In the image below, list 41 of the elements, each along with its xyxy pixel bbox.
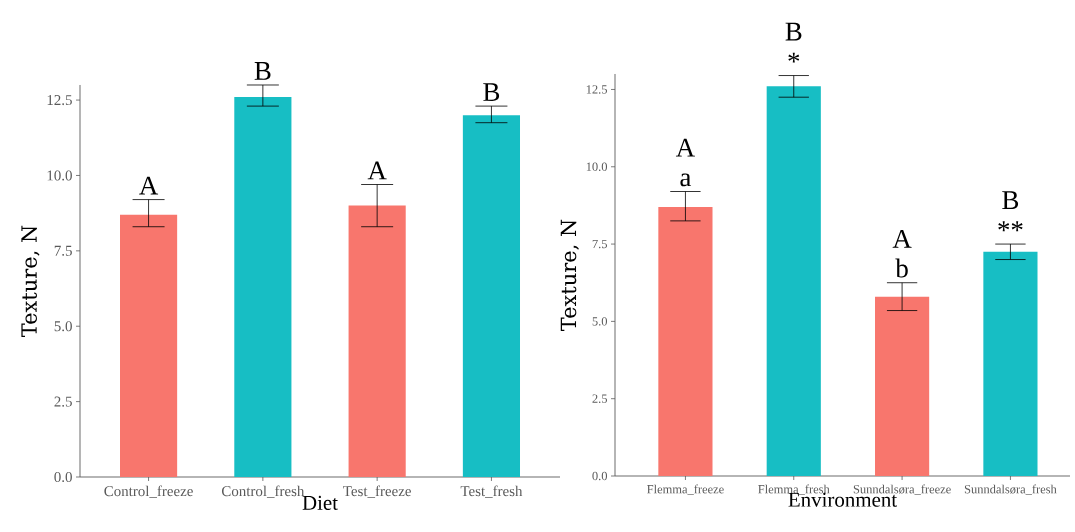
x-tick-label: Test_fresh <box>460 485 523 498</box>
annotation: ** <box>998 221 1023 232</box>
x-tick-label: Sunndalsøra_fresh <box>964 484 1057 495</box>
x-tick-label: Test_freeze <box>343 485 411 498</box>
bar <box>766 86 821 476</box>
y-tick-label: 12.5 <box>47 95 72 106</box>
annotation: B <box>483 83 500 101</box>
annotation: A <box>675 138 695 157</box>
bar <box>348 205 406 477</box>
bar <box>875 296 930 476</box>
y-tick-label: 10.0 <box>586 162 608 171</box>
annotation: a <box>680 173 692 187</box>
bar <box>983 251 1038 476</box>
x-tick-label: Control_freeze <box>104 485 193 498</box>
bar <box>120 214 178 477</box>
x-tick-label: Control_fresh <box>221 485 305 498</box>
y-tick-label: 5.0 <box>54 321 72 332</box>
y-tick-label: 5.0 <box>592 317 608 326</box>
annotation: B <box>254 62 271 80</box>
bar <box>462 115 520 477</box>
y-tick-label: 7.5 <box>54 245 72 256</box>
annotation: A <box>892 229 912 248</box>
bar <box>234 97 292 477</box>
y-axis-title: Texture, N <box>21 225 40 337</box>
y-tick-label: 12.5 <box>586 85 608 94</box>
annotation: B <box>1002 191 1019 210</box>
y-tick-label: 2.5 <box>54 396 72 407</box>
annotation: A <box>139 176 159 195</box>
x-tick-label: Flemma_freeze <box>647 484 724 495</box>
annotation: A <box>367 161 387 180</box>
y-axis-title: Texture, N <box>560 219 579 331</box>
bar <box>658 206 713 476</box>
annotation: B <box>785 22 802 41</box>
y-tick-label: 0.0 <box>592 471 608 481</box>
x-axis-title: Diet <box>302 495 338 510</box>
annotation: b <box>895 258 908 278</box>
y-tick-label: 10.0 <box>47 170 72 181</box>
y-tick-label: 7.5 <box>592 239 608 249</box>
y-tick-label: 2.5 <box>592 394 608 403</box>
annotation: * <box>788 52 800 63</box>
y-tick-label: 0.0 <box>54 471 72 483</box>
